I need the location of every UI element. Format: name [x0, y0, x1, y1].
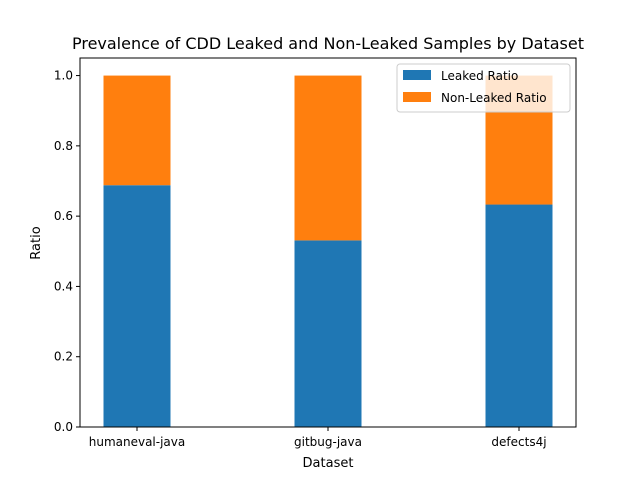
y-axis: 0.0 0.2 0.4 0.6 0.8 1.0 — [54, 69, 80, 434]
y-tick-label: 0.6 — [54, 209, 73, 223]
x-tick-label: gitbug-java — [294, 435, 362, 449]
y-tick-label: 0.0 — [54, 420, 73, 434]
bar-non-leaked-humaneval-java — [103, 75, 171, 186]
x-axis-label: Dataset — [303, 456, 354, 471]
legend-swatch — [403, 92, 431, 102]
bar-leaked-defects4j — [485, 204, 553, 427]
x-axis: humaneval-java gitbug-java defects4j — [89, 427, 547, 449]
legend: Leaked Ratio Non-Leaked Ratio — [396, 63, 571, 113]
y-tick-label: 1.0 — [54, 69, 73, 83]
legend-swatch — [403, 70, 431, 80]
y-axis-label: Ratio — [29, 226, 44, 259]
x-tick-label: humaneval-java — [89, 435, 186, 449]
legend-label: Non-Leaked Ratio — [441, 91, 547, 105]
bars-group — [103, 75, 553, 427]
y-tick-label: 0.4 — [54, 279, 73, 293]
chart-title: Prevalence of CDD Leaked and Non-Leaked … — [72, 34, 584, 53]
bar-leaked-gitbug-java — [294, 240, 362, 427]
y-tick-label: 0.2 — [54, 350, 73, 364]
x-tick-label: defects4j — [491, 435, 546, 449]
y-tick-label: 0.8 — [54, 139, 73, 153]
bar-non-leaked-gitbug-java — [294, 75, 362, 241]
legend-label: Leaked Ratio — [441, 69, 518, 83]
legend-box — [396, 63, 571, 113]
bar-leaked-humaneval-java — [103, 185, 171, 427]
